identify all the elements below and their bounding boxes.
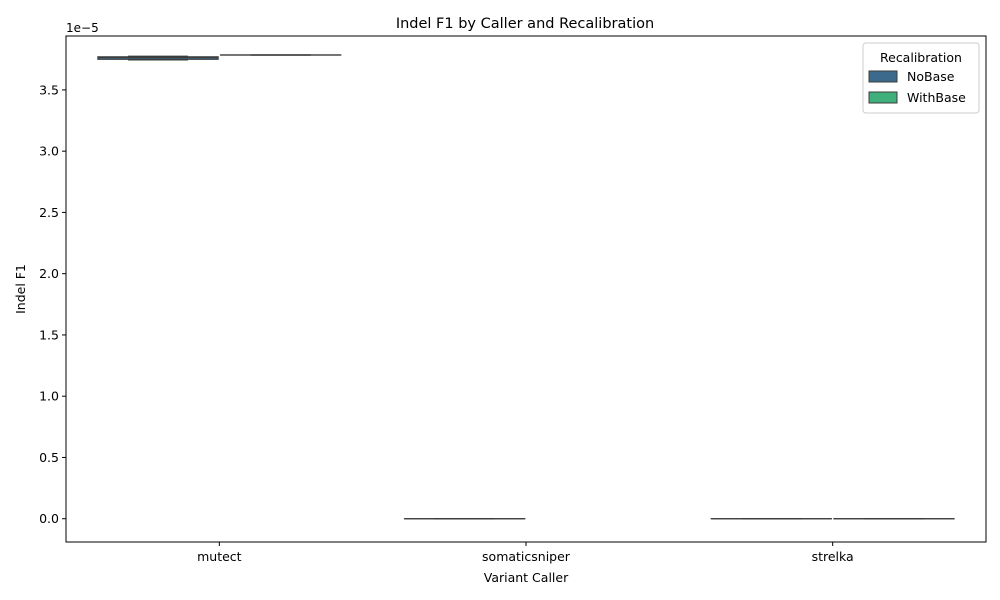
- y-tick-label: 2.5: [39, 205, 59, 220]
- x-axis: mutect somaticsniper strelka: [197, 542, 854, 564]
- legend-swatch-nobase: [868, 70, 898, 83]
- legend-entry-withbase: WithBase: [868, 90, 966, 105]
- legend: Recalibration NoBase WithBase: [862, 42, 980, 114]
- box-nobase-mutect: [97, 55, 219, 61]
- chart-title: Indel F1 by Caller and Recalibration: [396, 16, 654, 32]
- legend-swatch-withbase: [868, 91, 898, 104]
- legend-title: Recalibration: [880, 50, 962, 65]
- y-offset-text: 1e−5: [66, 21, 99, 35]
- legend-label-nobase: NoBase: [907, 69, 955, 84]
- y-tick-label: 1.0: [39, 389, 59, 404]
- x-tick-label: strelka: [812, 549, 854, 564]
- plot-area: [97, 54, 955, 520]
- y-axis: 0.0 0.5 1.0 1.5 2.0 2.5 3.0 3.5: [39, 82, 66, 526]
- y-axis-label: Indel F1: [13, 264, 28, 314]
- box-body: [97, 56, 219, 60]
- y-tick-label: 3.5: [39, 82, 59, 97]
- legend-entry-nobase: NoBase: [868, 69, 955, 84]
- y-tick-label: 0.0: [39, 511, 59, 526]
- y-tick-label: 3.0: [39, 144, 59, 159]
- y-tick-label: 2.0: [39, 266, 59, 281]
- legend-label-withbase: WithBase: [907, 90, 966, 105]
- x-axis-label: Variant Caller: [484, 570, 569, 585]
- y-tick-label: 0.5: [39, 450, 59, 465]
- x-tick-label: somaticsniper: [482, 549, 571, 564]
- x-tick-label: mutect: [197, 549, 242, 564]
- y-tick-label: 1.5: [39, 327, 59, 342]
